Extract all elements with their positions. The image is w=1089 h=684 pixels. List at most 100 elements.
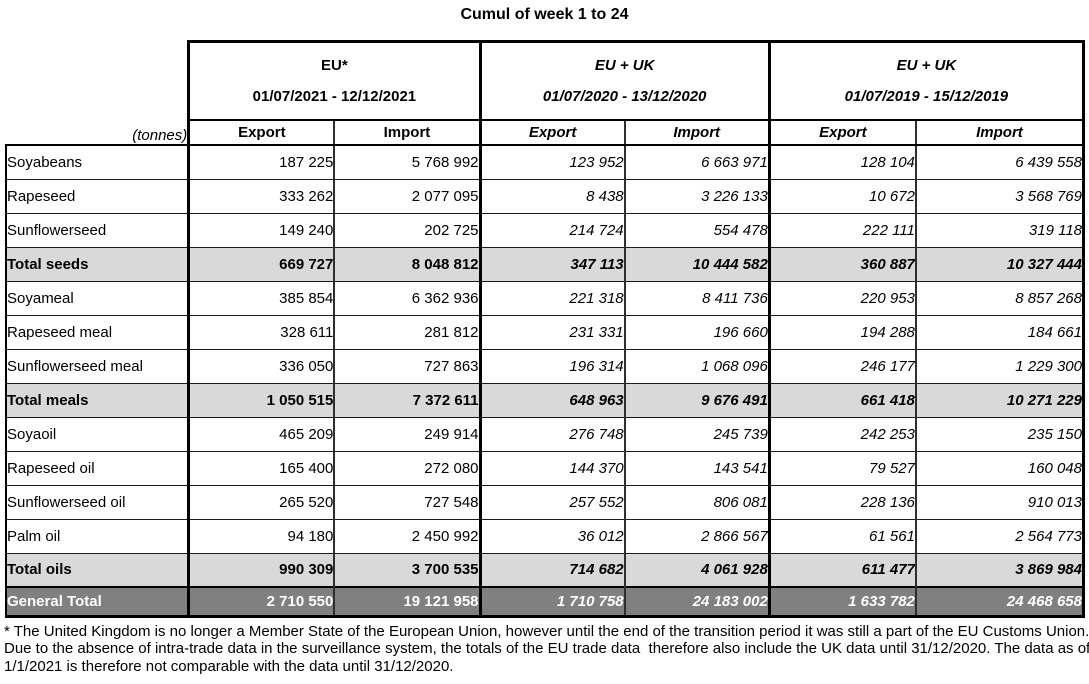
table-cell: 196 314 <box>478 348 625 384</box>
row-label: Rapeseed meal <box>5 314 189 350</box>
table-cell: 242 253 <box>767 416 916 452</box>
table-row: Soyameal 385 854 6 362 936 221 318 8 411 736… <box>5 280 1085 316</box>
table-cell: 79 527 <box>767 450 916 486</box>
table-cell: 3 226 133 <box>623 178 770 214</box>
table-row: Total seeds 669 727 8 048 812 347 113 10 444… <box>5 246 1085 282</box>
row-label: Soyaoil <box>5 416 189 452</box>
table-cell: 187 225 <box>187 144 335 180</box>
table-cell: 8 438 <box>478 178 625 214</box>
table-row: Palm oil 94 180 2 450 992 36 012 2 866 567 61… <box>5 518 1085 554</box>
table-cell: 1 050 515 <box>187 382 335 418</box>
import-header: Import <box>333 119 481 146</box>
table-cell: 222 111 <box>767 212 916 248</box>
row-label: General Total <box>5 586 189 618</box>
column-group-eu-uk-2020: EU + UK 01/07/2020 - 13/12/2020 <box>478 40 771 121</box>
table-cell: 2 710 550 <box>187 586 335 618</box>
table-row: Soyaoil 465 209 249 914 276 748 245 739 242 2… <box>5 416 1085 452</box>
table-cell: 4 061 928 <box>623 552 770 588</box>
table-cell: 202 725 <box>333 212 481 248</box>
table-cell: 10 672 <box>767 178 916 214</box>
table-cell: 221 318 <box>478 280 625 316</box>
table-body: Soyabeans 187 225 5 768 992 123 952 6 663 97… <box>5 144 1085 618</box>
table-cell: 727 863 <box>333 348 481 384</box>
table-cell: 214 724 <box>478 212 625 248</box>
trade-table: EU* 01/07/2021 - 12/12/2021 EU + UK 01/0… <box>5 40 1086 618</box>
table-cell: 3 568 769 <box>914 178 1085 214</box>
table-cell: 806 081 <box>623 484 770 520</box>
table-cell: 246 177 <box>767 348 916 384</box>
group-period: 01/07/2019 - 15/12/2019 <box>844 88 1009 105</box>
table-cell: 235 150 <box>914 416 1085 452</box>
table-cell: 347 113 <box>478 246 625 282</box>
group-period: 01/07/2021 - 12/12/2021 <box>252 88 417 105</box>
row-label: Total meals <box>5 382 189 418</box>
footnote-line: Due to the absence of intra-trade data i… <box>4 640 1089 657</box>
table-cell: 24 183 002 <box>623 586 770 618</box>
footnote: * The United Kingdom is no longer a Memb… <box>4 623 1089 676</box>
table-cell: 194 288 <box>767 314 916 350</box>
subheader-row: (tonnes) Export Import Export Import Exp… <box>6 119 1085 146</box>
table-cell: 7 372 611 <box>333 382 481 418</box>
table-cell: 8 857 268 <box>914 280 1085 316</box>
table-row: Rapeseed meal 328 611 281 812 231 331 196 66… <box>5 314 1085 350</box>
table-cell: 6 663 971 <box>623 144 770 180</box>
table-row: Sunflowerseed oil 265 520 727 548 257 552 80… <box>5 484 1085 520</box>
row-label: Total oils <box>5 552 189 588</box>
table-cell: 272 080 <box>333 450 481 486</box>
table-cell: 465 209 <box>187 416 335 452</box>
table-cell: 231 331 <box>478 314 625 350</box>
table-cell: 661 418 <box>767 382 916 418</box>
table-row: Sunflowerseed 149 240 202 725 214 724 554 47… <box>5 212 1085 248</box>
table-row: Rapeseed 333 262 2 077 095 8 438 3 226 133 10… <box>5 178 1085 214</box>
table-cell: 220 953 <box>767 280 916 316</box>
table-row: General Total 2 710 550 19 121 958 1 710 75… <box>5 586 1085 618</box>
table-row: Rapeseed oil 165 400 272 080 144 370 143 541… <box>5 450 1085 486</box>
row-label: Total seeds <box>5 246 189 282</box>
table-cell: 6 362 936 <box>333 280 481 316</box>
table-cell: 1 633 782 <box>767 586 916 618</box>
table-row: Sunflowerseed meal 336 050 727 863 196 314 1… <box>5 348 1085 384</box>
row-label: Soyameal <box>5 280 189 316</box>
table-cell: 1 710 758 <box>478 586 625 618</box>
table-cell: 10 444 582 <box>623 246 770 282</box>
row-label: Sunflowerseed oil <box>5 484 189 520</box>
table-cell: 8 048 812 <box>333 246 481 282</box>
row-label: Sunflowerseed meal <box>5 348 189 384</box>
table-cell: 727 548 <box>333 484 481 520</box>
table-cell: 281 812 <box>333 314 481 350</box>
table-cell: 245 739 <box>623 416 770 452</box>
import-header: Import <box>623 119 770 146</box>
table-cell: 196 660 <box>623 314 770 350</box>
group-period: 01/07/2020 - 13/12/2020 <box>542 88 707 105</box>
table-cell: 910 013 <box>914 484 1085 520</box>
table-cell: 714 682 <box>478 552 625 588</box>
table-cell: 19 121 958 <box>333 586 481 618</box>
table-cell: 10 271 229 <box>914 382 1085 418</box>
row-label: Palm oil <box>5 518 189 554</box>
group-name: EU + UK <box>594 57 655 74</box>
table-row: Total meals 1 050 515 7 372 611 648 963 9 67… <box>5 382 1085 418</box>
export-header: Export <box>767 119 916 146</box>
table-cell: 6 439 558 <box>914 144 1085 180</box>
row-label: Rapeseed oil <box>5 450 189 486</box>
table-cell: 5 768 992 <box>333 144 481 180</box>
table-cell: 360 887 <box>767 246 916 282</box>
export-header: Export <box>187 119 335 146</box>
table-cell: 149 240 <box>187 212 335 248</box>
table-cell: 94 180 <box>187 518 335 554</box>
table-cell: 9 676 491 <box>623 382 770 418</box>
table-cell: 2 077 095 <box>333 178 481 214</box>
row-label: Sunflowerseed <box>5 212 189 248</box>
table-cell: 24 468 658 <box>914 586 1085 618</box>
table-cell: 165 400 <box>187 450 335 486</box>
table-cell: 276 748 <box>478 416 625 452</box>
group-header-row: EU* 01/07/2021 - 12/12/2021 EU + UK 01/0… <box>6 40 1086 121</box>
table-cell: 61 561 <box>767 518 916 554</box>
table-cell: 328 611 <box>187 314 335 350</box>
table-cell: 2 564 773 <box>914 518 1085 554</box>
import-header: Import <box>914 119 1085 146</box>
table-cell: 257 552 <box>478 484 625 520</box>
table-cell: 648 963 <box>478 382 625 418</box>
table-row: Soyabeans 187 225 5 768 992 123 952 6 663 97… <box>5 144 1085 180</box>
